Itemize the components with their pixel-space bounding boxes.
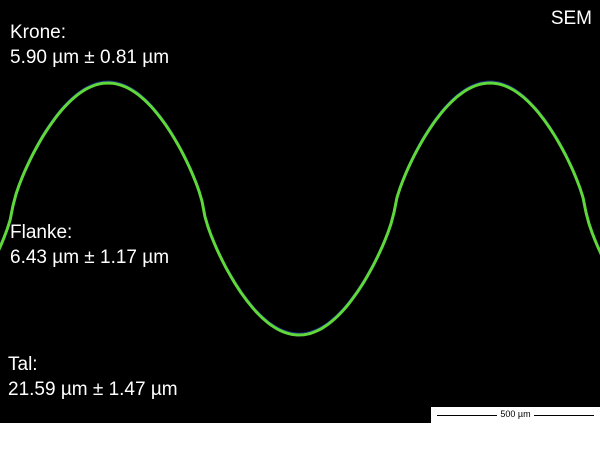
scale-bar-label: 500 µm (497, 409, 534, 419)
tal-value: 21.59 µm ± 1.47 µm (8, 379, 178, 400)
sem-image (0, 0, 600, 423)
krone-value: 5.90 µm ± 0.81 µm (10, 47, 170, 68)
krone-label: Krone: (10, 22, 66, 43)
tal-measurement: Tal: 21.59 µm ± 1.47 µm (8, 352, 178, 402)
coating-profile (0, 80, 600, 337)
sem-label: SEM (550, 8, 592, 29)
flanke-label: Flanke: (10, 222, 73, 243)
profile-line (0, 81, 600, 337)
scale-bar: 500 µm (431, 407, 600, 423)
tal-label: Tal: (8, 354, 38, 375)
flanke-measurement: Flanke: 6.43 µm ± 1.17 µm (10, 220, 169, 270)
flanke-value: 6.43 µm ± 1.17 µm (10, 247, 170, 268)
profile-shadow (0, 80, 600, 335)
krone-measurement: Krone: 5.90 µm ± 0.81 µm (10, 20, 169, 70)
